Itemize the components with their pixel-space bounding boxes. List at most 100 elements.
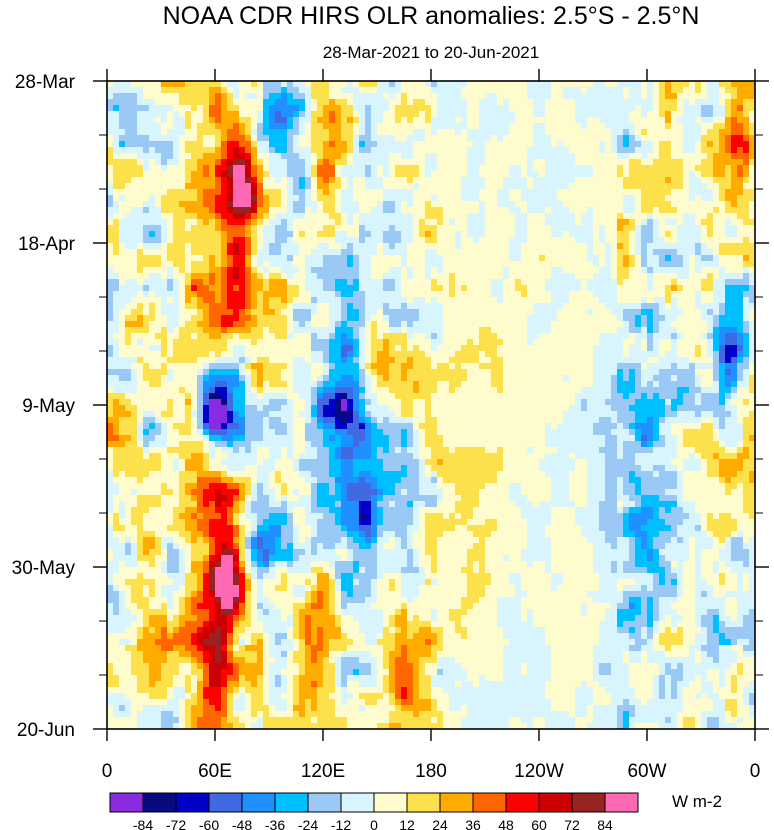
heatmap-cell <box>131 195 138 202</box>
heatmap-cell <box>551 315 558 322</box>
heatmap-cell <box>467 267 474 274</box>
heatmap-cell <box>611 309 618 316</box>
heatmap-cell <box>299 213 306 220</box>
heatmap-cell <box>743 273 750 280</box>
heatmap-cell <box>245 129 252 136</box>
heatmap-cell <box>407 189 414 196</box>
heatmap-cell <box>305 171 312 178</box>
heatmap-cell <box>677 219 684 226</box>
heatmap-cell <box>749 189 755 196</box>
heatmap-cell <box>329 267 336 274</box>
heatmap-cell <box>677 249 684 256</box>
heatmap-cell <box>725 81 732 88</box>
heatmap-cell <box>539 303 546 310</box>
heatmap-cell <box>383 177 390 184</box>
heatmap-cell <box>461 231 468 238</box>
heatmap-cell <box>395 249 402 256</box>
heatmap-cell <box>701 207 708 214</box>
heatmap-cell <box>479 165 486 172</box>
heatmap-cell <box>593 141 600 148</box>
heatmap-cell <box>425 303 432 310</box>
heatmap-cell <box>233 285 240 292</box>
heatmap-cell <box>527 159 534 166</box>
heatmap-cell <box>647 105 654 112</box>
heatmap-cell <box>527 171 534 178</box>
heatmap-cell <box>611 243 618 250</box>
heatmap-cell <box>113 135 120 142</box>
heatmap-cell <box>203 207 210 214</box>
heatmap-cell <box>401 351 408 358</box>
heatmap-cell <box>629 351 636 358</box>
heatmap-cell <box>227 129 234 136</box>
heatmap-cell <box>305 255 312 262</box>
heatmap-cell <box>257 141 264 148</box>
heatmap-cell <box>353 333 360 340</box>
heatmap-cell <box>653 87 660 94</box>
heatmap-cell <box>569 159 576 166</box>
heatmap-cell <box>485 309 492 316</box>
heatmap-cell <box>503 351 510 358</box>
heatmap-cell <box>323 297 330 304</box>
heatmap-cell <box>659 195 666 202</box>
heatmap-cell <box>725 117 732 124</box>
heatmap-cell <box>347 333 354 340</box>
heatmap-cell <box>743 111 750 118</box>
heatmap-cell <box>419 339 426 346</box>
heatmap-cell <box>209 183 216 190</box>
heatmap-cell <box>551 297 558 304</box>
heatmap-cell <box>443 111 450 118</box>
heatmap-cell <box>629 309 636 316</box>
heatmap-cell <box>335 201 342 208</box>
heatmap-cell <box>569 135 576 142</box>
heatmap-cell <box>557 153 564 160</box>
heatmap-cell <box>521 165 528 172</box>
heatmap-cell <box>689 333 696 340</box>
heatmap-cell <box>671 339 678 346</box>
heatmap-cell <box>713 279 720 286</box>
heatmap-cell <box>725 267 732 274</box>
heatmap-cell <box>539 327 546 334</box>
heatmap-cell <box>431 201 438 208</box>
heatmap-cell <box>311 81 318 88</box>
heatmap-cell <box>683 285 690 292</box>
heatmap-cell <box>731 111 738 118</box>
heatmap-cell <box>431 207 438 214</box>
heatmap-cell <box>263 81 270 88</box>
heatmap-cell <box>245 201 252 208</box>
heatmap-cell <box>659 273 666 280</box>
heatmap-cell <box>347 243 354 250</box>
heatmap-cell <box>425 321 432 328</box>
heatmap-cell <box>371 249 378 256</box>
heatmap-cell <box>707 249 714 256</box>
heatmap-cell <box>491 111 498 118</box>
heatmap-cell <box>467 105 474 112</box>
heatmap-cell <box>371 195 378 202</box>
heatmap-cell <box>731 267 738 274</box>
heatmap-cell <box>629 111 636 118</box>
heatmap-cell <box>491 135 498 142</box>
heatmap-cell <box>635 225 642 232</box>
heatmap-cell <box>671 99 678 106</box>
heatmap-cell <box>359 345 366 352</box>
heatmap-cell <box>149 351 156 358</box>
heatmap-cell <box>509 87 516 94</box>
heatmap-cell <box>497 279 504 286</box>
heatmap-cell <box>365 99 372 106</box>
heatmap-cell <box>227 117 234 124</box>
heatmap-cell <box>227 105 234 112</box>
heatmap-cell <box>389 195 396 202</box>
heatmap-cell <box>491 225 498 232</box>
heatmap-cell <box>239 177 246 184</box>
heatmap-cell <box>227 207 234 214</box>
heatmap-cell <box>545 111 552 118</box>
heatmap-cell <box>167 273 174 280</box>
heatmap-cell <box>443 159 450 166</box>
heatmap-cell <box>383 237 390 244</box>
heatmap-cell <box>149 285 156 292</box>
heatmap-cell <box>191 147 198 154</box>
heatmap-cell <box>119 129 126 136</box>
heatmap-cell <box>197 117 204 124</box>
heatmap-cell <box>455 309 462 316</box>
heatmap-cell <box>455 333 462 340</box>
heatmap-cell <box>485 207 492 214</box>
